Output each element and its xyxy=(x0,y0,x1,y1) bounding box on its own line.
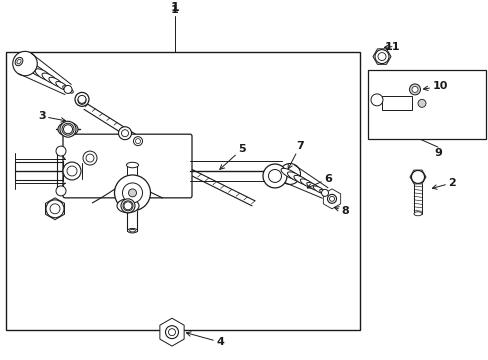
Ellipse shape xyxy=(279,163,300,184)
Circle shape xyxy=(83,151,97,165)
Circle shape xyxy=(121,199,135,213)
Circle shape xyxy=(50,204,60,214)
Ellipse shape xyxy=(35,69,52,80)
Ellipse shape xyxy=(56,81,68,90)
Circle shape xyxy=(408,84,420,95)
Ellipse shape xyxy=(312,186,325,193)
Bar xyxy=(367,69,485,139)
Ellipse shape xyxy=(327,194,336,203)
Circle shape xyxy=(86,154,94,162)
Ellipse shape xyxy=(17,59,21,64)
Circle shape xyxy=(411,171,424,184)
Circle shape xyxy=(374,50,388,64)
Ellipse shape xyxy=(329,196,334,201)
Ellipse shape xyxy=(49,77,62,87)
Ellipse shape xyxy=(321,189,328,196)
Ellipse shape xyxy=(135,139,140,144)
Text: 2: 2 xyxy=(431,178,455,189)
Ellipse shape xyxy=(117,199,139,213)
Ellipse shape xyxy=(133,137,142,146)
Ellipse shape xyxy=(293,175,309,185)
Ellipse shape xyxy=(319,189,330,196)
Text: 3: 3 xyxy=(38,111,65,122)
Circle shape xyxy=(417,99,425,107)
Circle shape xyxy=(114,175,150,211)
Circle shape xyxy=(128,189,136,197)
Circle shape xyxy=(411,86,417,93)
Ellipse shape xyxy=(15,57,23,66)
Ellipse shape xyxy=(64,85,72,93)
Ellipse shape xyxy=(281,168,298,180)
Polygon shape xyxy=(160,318,184,346)
Text: 4: 4 xyxy=(186,332,224,347)
Circle shape xyxy=(62,123,74,135)
Bar xyxy=(6,51,359,330)
Circle shape xyxy=(123,201,133,211)
Ellipse shape xyxy=(168,329,175,336)
Ellipse shape xyxy=(15,56,36,71)
Circle shape xyxy=(63,162,81,180)
Text: 8: 8 xyxy=(334,206,348,216)
Ellipse shape xyxy=(287,172,304,183)
FancyBboxPatch shape xyxy=(63,134,192,198)
Circle shape xyxy=(56,146,66,156)
Ellipse shape xyxy=(126,162,138,168)
Circle shape xyxy=(56,186,66,196)
Ellipse shape xyxy=(129,229,135,232)
Text: 9: 9 xyxy=(433,148,441,158)
Ellipse shape xyxy=(165,326,178,339)
Circle shape xyxy=(78,96,86,104)
Circle shape xyxy=(377,53,385,60)
Text: 7: 7 xyxy=(287,141,303,169)
Ellipse shape xyxy=(21,60,41,74)
Circle shape xyxy=(122,183,142,203)
Circle shape xyxy=(60,121,76,137)
Ellipse shape xyxy=(127,229,137,233)
Text: 5: 5 xyxy=(220,144,245,169)
Ellipse shape xyxy=(263,164,286,188)
Ellipse shape xyxy=(13,51,37,76)
Text: 1: 1 xyxy=(171,5,179,15)
Ellipse shape xyxy=(121,130,128,137)
Bar xyxy=(15,162,65,180)
Polygon shape xyxy=(323,189,340,209)
Text: 11: 11 xyxy=(384,42,399,51)
Text: 1: 1 xyxy=(170,1,179,14)
Circle shape xyxy=(46,200,64,218)
Circle shape xyxy=(63,125,72,134)
Ellipse shape xyxy=(78,95,86,103)
Ellipse shape xyxy=(268,170,281,183)
Circle shape xyxy=(124,202,132,210)
Text: 10: 10 xyxy=(423,81,447,91)
Circle shape xyxy=(67,166,77,176)
Ellipse shape xyxy=(28,64,46,77)
Polygon shape xyxy=(409,170,425,184)
Ellipse shape xyxy=(300,179,314,188)
Ellipse shape xyxy=(62,86,73,93)
Circle shape xyxy=(370,94,382,106)
Ellipse shape xyxy=(118,127,131,140)
Polygon shape xyxy=(372,49,390,64)
Bar xyxy=(381,96,411,110)
Text: 6: 6 xyxy=(306,174,331,188)
Ellipse shape xyxy=(75,93,89,106)
Ellipse shape xyxy=(42,73,57,84)
Ellipse shape xyxy=(413,212,421,216)
Polygon shape xyxy=(45,198,64,220)
Ellipse shape xyxy=(306,183,319,191)
Ellipse shape xyxy=(58,122,78,136)
